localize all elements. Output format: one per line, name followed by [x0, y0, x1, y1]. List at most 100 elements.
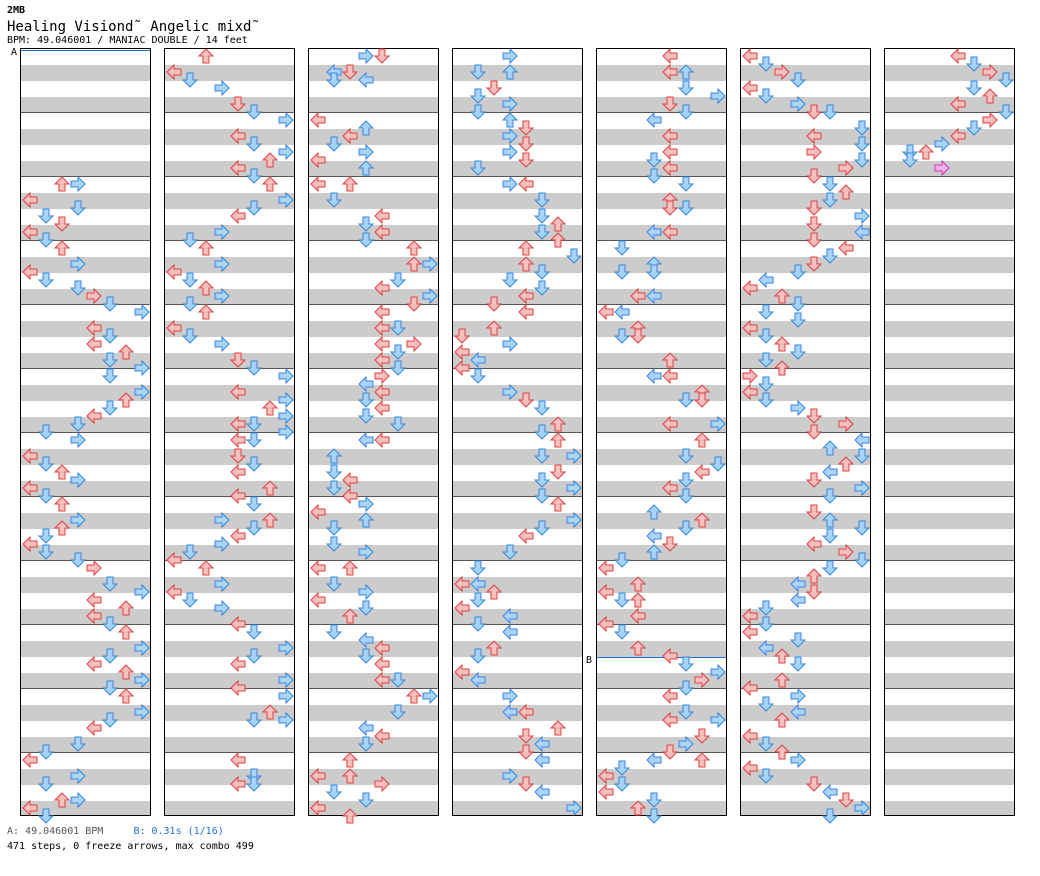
step-arrow-right [678, 735, 694, 753]
step-arrow-left [518, 303, 534, 321]
step-arrow-right [214, 255, 230, 273]
step-arrow-left [454, 343, 470, 361]
step-arrow-up [197, 560, 215, 576]
step-arrow-left [822, 463, 838, 481]
step-arrow-down [757, 352, 775, 368]
step-arrow-down [357, 648, 375, 664]
step-arrow-left [838, 239, 854, 257]
step-arrow-left [854, 223, 870, 241]
song-title: Healing Visiond˜ Angelic mixd˜ [7, 19, 260, 35]
step-arrow-down [613, 328, 631, 344]
step-arrow-down [389, 416, 407, 432]
step-arrow-down [709, 456, 727, 472]
step-arrow-down [37, 544, 55, 560]
step-arrow-down [677, 520, 695, 536]
step-arrow-up [629, 576, 647, 592]
step-arrow-up [773, 288, 791, 304]
step-arrow-right [502, 127, 518, 145]
step-arrow-right [214, 335, 230, 353]
step-arrow-down [245, 136, 263, 152]
step-arrow-left [230, 775, 246, 793]
step-arrow-right [566, 799, 582, 817]
step-arrow-down [613, 624, 631, 640]
step-arrow-right [358, 495, 374, 513]
step-arrow-up [117, 624, 135, 640]
step-arrow-up [645, 544, 663, 560]
step-arrow-down [469, 104, 487, 120]
step-arrow-left [310, 767, 326, 785]
step-arrow-right [502, 175, 518, 193]
measure-line [597, 560, 726, 561]
step-arrow-up [805, 568, 823, 584]
step-arrow-right [710, 663, 726, 681]
step-arrow-right [134, 383, 150, 401]
step-arrow-left [230, 463, 246, 481]
step-arrow-down [613, 240, 631, 256]
measure-line [885, 240, 1014, 241]
step-arrow-down [757, 304, 775, 320]
step-arrow-right [214, 575, 230, 593]
step-arrow-left [22, 751, 38, 769]
step-arrow-right [854, 799, 870, 817]
footer-bpm-b: B: 0.31s (1/16) [133, 826, 224, 837]
step-arrow-left [374, 223, 390, 241]
step-arrow-left [630, 607, 646, 625]
step-arrow-down [789, 72, 807, 88]
step-arrow-left [454, 599, 470, 617]
step-arrow-right [70, 255, 86, 273]
step-arrow-down [821, 104, 839, 120]
step-arrow-down [485, 296, 503, 312]
step-arrow-down [37, 744, 55, 760]
step-arrow-down [181, 72, 199, 88]
step-arrow-right [790, 399, 806, 417]
measure-line [165, 624, 294, 625]
step-arrow-down [37, 488, 55, 504]
step-arrow-up [53, 520, 71, 536]
measure-line [309, 624, 438, 625]
step-arrow-left [230, 383, 246, 401]
step-arrow-right [502, 767, 518, 785]
step-arrow-down [325, 72, 343, 88]
step-arrow-right [422, 287, 438, 305]
step-arrow-left [470, 575, 486, 593]
step-arrow-down [533, 224, 551, 240]
step-arrow-up [629, 800, 647, 816]
step-arrow-up [357, 512, 375, 528]
step-arrow-right [934, 159, 950, 177]
step-arrow-right [710, 711, 726, 729]
step-arrow-down [661, 536, 679, 552]
step-arrow-left [502, 607, 518, 625]
step-arrow-right [710, 415, 726, 433]
step-arrow-left [86, 655, 102, 673]
step-arrow-down [517, 120, 535, 136]
step-arrow-left [806, 127, 822, 145]
step-arrow-left [374, 351, 390, 369]
measure-line [453, 432, 582, 433]
marker-a: A [11, 47, 18, 58]
step-arrow-up [837, 184, 855, 200]
step-arrow-up [341, 808, 359, 824]
step-arrow-right [278, 367, 294, 385]
step-arrow-down [325, 464, 343, 480]
step-arrow-left [534, 735, 550, 753]
step-arrow-down [325, 192, 343, 208]
step-arrow-down [69, 736, 87, 752]
step-arrow-left [358, 631, 374, 649]
step-arrow-down [661, 200, 679, 216]
step-arrow-up [629, 592, 647, 608]
step-arrow-right [134, 359, 150, 377]
measure-line [597, 368, 726, 369]
step-arrow-up [629, 640, 647, 656]
measure-line [885, 432, 1014, 433]
step-arrow-left [598, 303, 614, 321]
step-arrow-down [693, 728, 711, 744]
step-arrow-right [774, 63, 790, 81]
step-arrow-down [69, 552, 87, 568]
step-arrow-right [278, 639, 294, 657]
measure-line [453, 560, 582, 561]
measure-line [453, 304, 582, 305]
step-arrow-right [70, 791, 86, 809]
step-arrow-left [374, 639, 390, 657]
step-arrow-right [278, 687, 294, 705]
step-arrow-left [86, 719, 102, 737]
